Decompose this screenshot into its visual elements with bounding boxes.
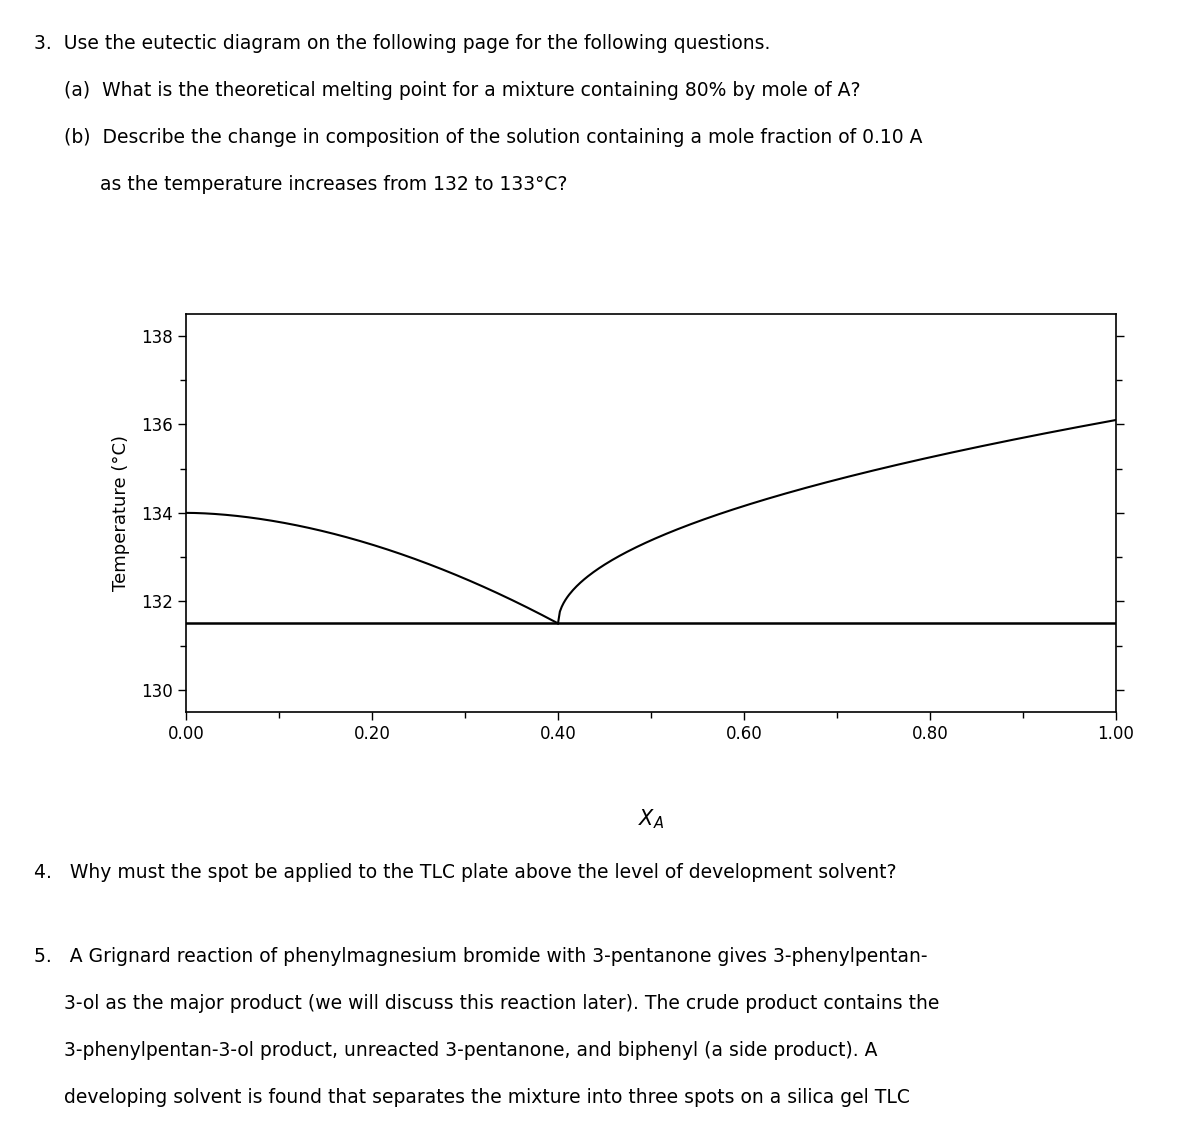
Text: 5.   A Grignard reaction of phenylmagnesium bromide with 3-pentanone gives 3-phe: 5. A Grignard reaction of phenylmagnesiu… — [34, 947, 928, 966]
Text: developing solvent is found that separates the mixture into three spots on a sil: developing solvent is found that separat… — [34, 1088, 910, 1108]
Text: (b)  Describe the change in composition of the solution containing a mole fracti: (b) Describe the change in composition o… — [34, 128, 922, 147]
Text: 3-ol as the major product (we will discuss this reaction later). The crude produ: 3-ol as the major product (we will discu… — [34, 994, 938, 1013]
Text: as the temperature increases from 132 to 133°C?: as the temperature increases from 132 to… — [34, 175, 566, 194]
Text: $X_A$: $X_A$ — [638, 807, 664, 831]
Text: 4.   Why must the spot be applied to the TLC plate above the level of developmen: 4. Why must the spot be applied to the T… — [34, 863, 896, 882]
Y-axis label: Temperature (°C): Temperature (°C) — [112, 435, 130, 591]
Text: 3.  Use the eutectic diagram on the following page for the following questions.: 3. Use the eutectic diagram on the follo… — [34, 34, 770, 53]
Text: 3-phenylpentan-3-ol product, unreacted 3-pentanone, and biphenyl (a side product: 3-phenylpentan-3-ol product, unreacted 3… — [34, 1041, 877, 1060]
Text: (a)  What is the theoretical melting point for a mixture containing 80% by mole : (a) What is the theoretical melting poin… — [34, 81, 860, 100]
